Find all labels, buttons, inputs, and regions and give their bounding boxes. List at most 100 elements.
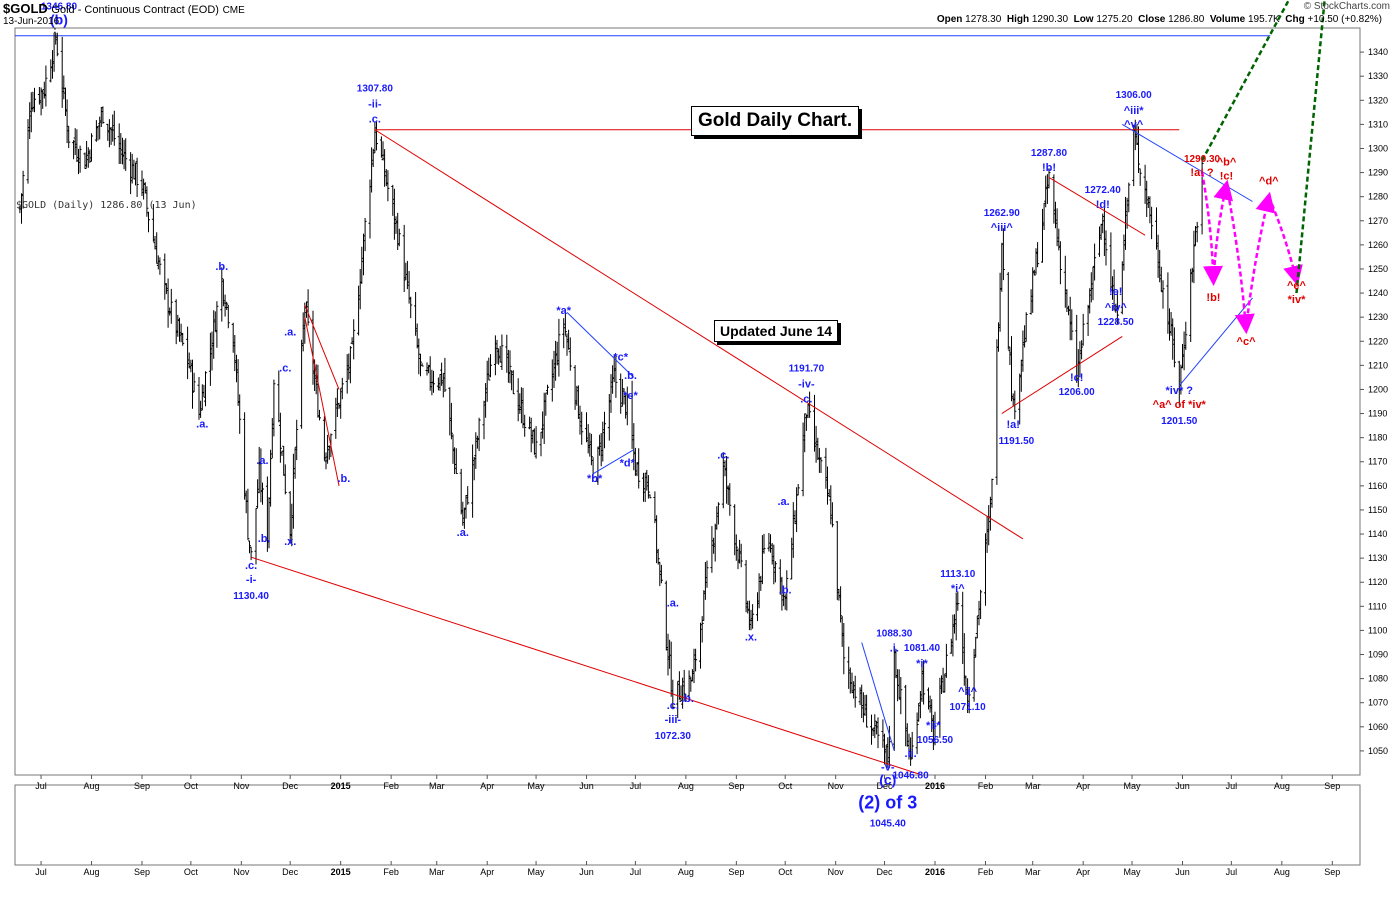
- wave-label: ^iii^: [991, 222, 1014, 234]
- ohlc-bars: [18, 28, 1204, 768]
- ohlc-bar: [202, 384, 206, 398]
- ohlc-bar: [922, 660, 926, 705]
- ohlc-bar: [977, 600, 981, 626]
- ohlc-bar: [967, 686, 971, 714]
- ohlc-bar: [179, 323, 183, 343]
- wave-label: -i-: [246, 574, 257, 586]
- ohlc-bar: [272, 379, 276, 437]
- ohlc-bar: [848, 667, 852, 694]
- trendline: [592, 449, 635, 475]
- ohlc-bar: [1109, 232, 1113, 288]
- ohlc-bar: [352, 319, 356, 360]
- ohlc-bar: [90, 133, 93, 162]
- x-tick-label: Feb: [383, 781, 399, 791]
- x-tick-label-bottom: Sep: [134, 867, 150, 877]
- x-tick-label-bottom: Aug: [84, 867, 100, 877]
- ohlc-bar: [656, 548, 660, 565]
- ohlc-bar: [283, 464, 287, 495]
- ohlc-bar: [1065, 289, 1069, 312]
- ohlc-bar: [404, 262, 408, 280]
- y-tick-label: 1120: [1368, 577, 1387, 587]
- wave-label: 1201.50: [1161, 416, 1198, 427]
- ohlc-bar: [475, 435, 479, 449]
- ohlc-bar: [861, 692, 865, 723]
- ohlc-bar: [876, 717, 880, 749]
- ohlc-bar: [1169, 312, 1173, 336]
- ohlc-bar: [477, 417, 481, 452]
- ohlc-bar: [386, 170, 390, 202]
- ohlc-bar: [961, 591, 965, 664]
- ohlc-bar: [417, 338, 421, 375]
- wave-label: 1306.00: [1116, 90, 1153, 101]
- ohlc-bar: [518, 393, 522, 414]
- ohlc-bar: [589, 433, 593, 466]
- x-tick-label: Jul: [630, 781, 642, 791]
- wave-label: .a.: [196, 419, 208, 431]
- y-tick-label: 1330: [1368, 71, 1388, 81]
- ohlc-bar: [1067, 305, 1070, 316]
- ohlc-bar: [687, 670, 691, 701]
- wave-label: *iv* ?: [1165, 385, 1193, 397]
- ohlc-bar: [1192, 230, 1196, 284]
- ohlc-bar: [347, 353, 351, 380]
- x-tick-label: Jun: [1175, 781, 1190, 791]
- wave-label: (c): [879, 772, 896, 788]
- projection-green: [1295, 0, 1326, 294]
- ohlc-bar: [60, 36, 64, 108]
- ohlc-bar: [489, 354, 492, 378]
- ohlc-bar: [1194, 226, 1197, 246]
- ohlc-bar: [1023, 325, 1027, 348]
- ohlc-bar: [327, 445, 331, 460]
- ohlc-bar: [368, 179, 372, 239]
- ohlc-bar: [557, 318, 561, 377]
- ohlc-bar: [1102, 205, 1106, 256]
- chart-date: 13-Jun-2016: [3, 16, 60, 27]
- ohlc-bar: [830, 502, 834, 528]
- ohlc-bar: [132, 159, 136, 180]
- ohlc-bar: [295, 419, 299, 461]
- wave-label: .b.: [258, 533, 271, 545]
- ohlc-bar: [358, 269, 362, 310]
- ohlc-bar: [637, 448, 641, 489]
- ohlc-bar: [101, 106, 105, 124]
- ohlc-bar: [78, 145, 82, 173]
- ohlc-bar: [883, 733, 886, 765]
- ohlc-bar: [176, 314, 180, 337]
- wave-label: -iii-: [665, 714, 682, 726]
- ohlc-bar: [1008, 346, 1012, 365]
- y-tick-label: 1300: [1368, 143, 1388, 153]
- y-tick-label: 1210: [1368, 360, 1388, 370]
- x-tick-label: Nov: [233, 781, 250, 791]
- ohlc-bar: [238, 394, 242, 434]
- ohlc-bar: [223, 294, 227, 317]
- ohlc-bar: [1068, 296, 1072, 341]
- wave-label: .b.: [624, 370, 637, 382]
- y-tick-label: 1100: [1368, 625, 1387, 635]
- ohlc-bar: [840, 616, 844, 647]
- ohlc-bar: [1032, 269, 1036, 276]
- ohlc-bar: [339, 388, 343, 419]
- ohlc-bar: [204, 371, 207, 407]
- x-tick-label: Jun: [579, 781, 594, 791]
- ohlc-bar: [484, 383, 488, 418]
- wave-label: .b.: [338, 473, 351, 485]
- ohlc-bar: [453, 447, 457, 474]
- ohlc-bar: [648, 494, 652, 499]
- ohlc-bar: [1101, 213, 1105, 234]
- ohlc-bar: [220, 267, 224, 322]
- ohlc-bar: [130, 153, 134, 184]
- wave-label: .ii.: [904, 748, 916, 760]
- ohlc-bar: [55, 32, 59, 57]
- wave-label: ^iv^: [1105, 302, 1128, 314]
- ohlc-bar: [801, 422, 805, 497]
- ohlc-bar: [21, 170, 25, 209]
- ohlc-bar: [762, 533, 766, 554]
- wave-label: 1262.90: [984, 208, 1021, 219]
- y-tick-label: 1130: [1368, 553, 1387, 563]
- x-tick-label: May: [1124, 781, 1142, 791]
- y-tick-label: 1190: [1368, 409, 1387, 419]
- wave-label: .c.: [717, 450, 729, 462]
- wave-label: .c.: [800, 393, 812, 405]
- ohlc-bar: [306, 289, 310, 326]
- ohlc-bar: [645, 469, 649, 491]
